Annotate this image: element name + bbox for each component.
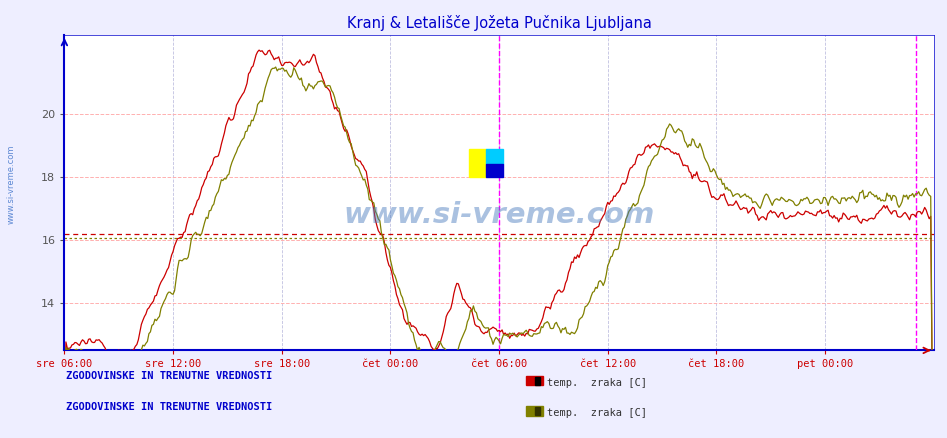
Title: Kranj & Letališče Jožeta Pučnika Ljubljana: Kranj & Letališče Jožeta Pučnika Ljublja… (347, 15, 652, 31)
Text: ZGODOVINSKE IN TRENUTNE VREDNOSTI: ZGODOVINSKE IN TRENUTNE VREDNOSTI (66, 402, 273, 412)
Text: ZGODOVINSKE IN TRENUTNE VREDNOSTI: ZGODOVINSKE IN TRENUTNE VREDNOSTI (66, 371, 273, 381)
Text: www.si-vreme.com: www.si-vreme.com (7, 144, 16, 224)
Text: temp.  zraka [C]: temp. zraka [C] (547, 378, 648, 388)
FancyBboxPatch shape (469, 148, 486, 177)
FancyBboxPatch shape (486, 164, 504, 177)
Text: www.si-vreme.com: www.si-vreme.com (344, 201, 654, 229)
Text: temp.  zraka [C]: temp. zraka [C] (547, 409, 648, 418)
FancyBboxPatch shape (486, 148, 504, 164)
